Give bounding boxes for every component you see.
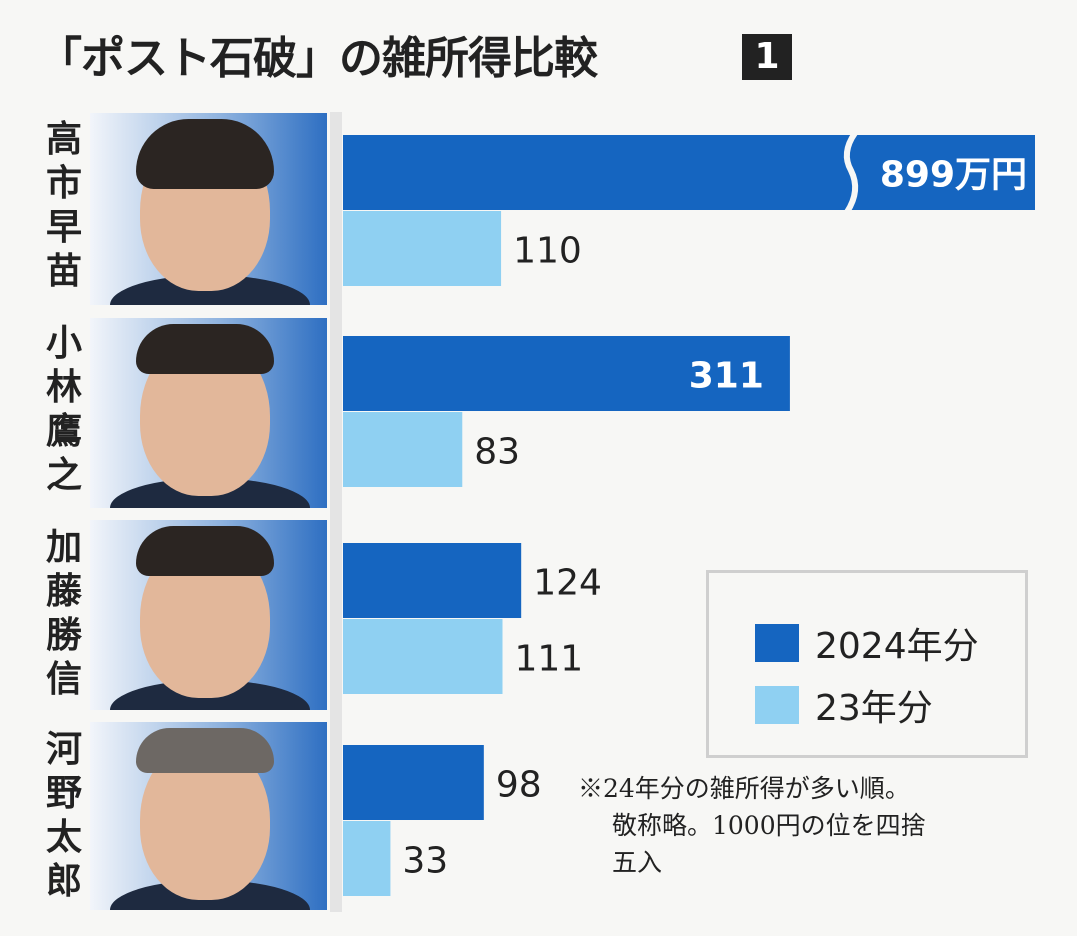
footnote-line: 敬称略。1000円の位を四捨 [612,811,926,840]
portrait-photo [90,318,327,508]
category-label: 河野太郎 [45,729,82,902]
data-label: 110 [513,231,582,272]
data-label: 899万円 [880,155,1027,196]
portrait-photo [90,113,327,305]
legend: 2024年分 23年分 [706,570,1028,758]
legend-label: 23年分 [815,688,933,729]
axis-break-mark [843,131,859,214]
portrait-photo [90,722,327,910]
category-label: 高市早苗 [45,119,82,292]
data-label: 98 [496,765,542,806]
footnote-line: 五入 [612,848,663,877]
legend-label: 2024年分 [815,626,979,667]
data-label: 311 [689,356,764,397]
data-label: 111 [515,639,584,680]
bar [343,821,391,896]
legend-swatch [755,686,799,724]
bar [343,412,463,487]
figure-number-badge: 1 [742,34,792,80]
bar [343,543,522,618]
axis-baseline [330,112,342,912]
legend-item: 23年分 [755,679,933,731]
data-label: 83 [474,432,520,473]
legend-swatch [755,624,799,662]
bar [343,745,484,820]
bar [343,211,502,286]
data-label: 33 [402,841,448,882]
footnote: ※24年分の雑所得が多い順。 敬称略。1000円の位を四捨 五入 [578,770,1048,881]
data-label: 124 [533,563,602,604]
category-label: 小林鷹之 [45,323,82,496]
bar [343,336,790,411]
bar [343,135,1035,210]
chart-title: 「ポスト石破」の雑所得比較 [38,33,598,84]
bar [343,619,503,694]
legend-item: 2024年分 [755,617,979,669]
portrait-photo [90,520,327,710]
category-label: 加藤勝信 [45,527,82,700]
footnote-line: ※24年分の雑所得が多い順。 [578,774,910,803]
